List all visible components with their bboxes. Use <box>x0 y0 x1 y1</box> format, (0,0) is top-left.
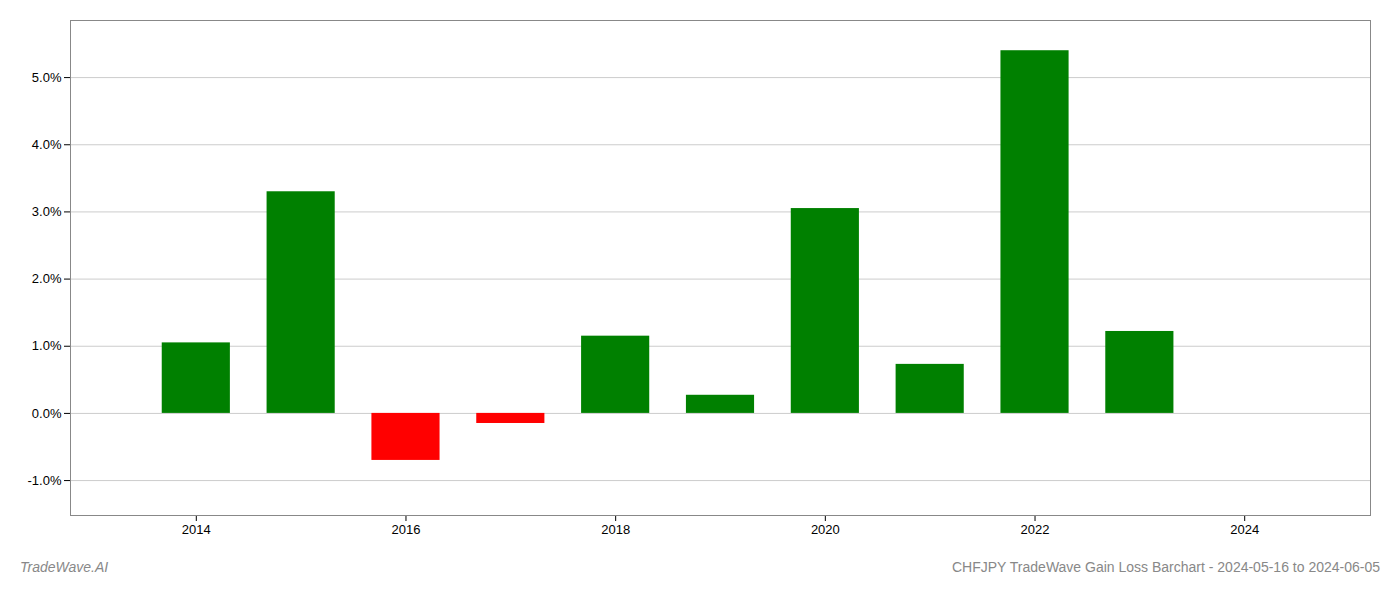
svg-text:2.0%: 2.0% <box>32 271 62 286</box>
svg-text:-1.0%: -1.0% <box>28 473 62 488</box>
html-text:CHFJPY TradeWave Gain Loss Bar: CHFJPY TradeWave Gain Loss Barchart - 20… <box>952 559 1380 575</box>
svg-text:2014: 2014 <box>182 522 211 537</box>
html-text:TradeWave.AI: TradeWave.AI <box>20 559 109 575</box>
svg-text:0.0%: 0.0% <box>32 406 62 421</box>
svg-text:2016: 2016 <box>392 522 421 537</box>
svg-text:2020: 2020 <box>811 522 840 537</box>
svg-text:2024: 2024 <box>1230 522 1259 537</box>
svg-text:4.0%: 4.0% <box>32 137 62 152</box>
svg-text:1.0%: 1.0% <box>32 338 62 353</box>
svg-text:3.0%: 3.0% <box>32 204 62 219</box>
svg-text:5.0%: 5.0% <box>32 70 62 85</box>
svg-text:2022: 2022 <box>1021 522 1050 537</box>
svg-text:2018: 2018 <box>601 522 630 537</box>
